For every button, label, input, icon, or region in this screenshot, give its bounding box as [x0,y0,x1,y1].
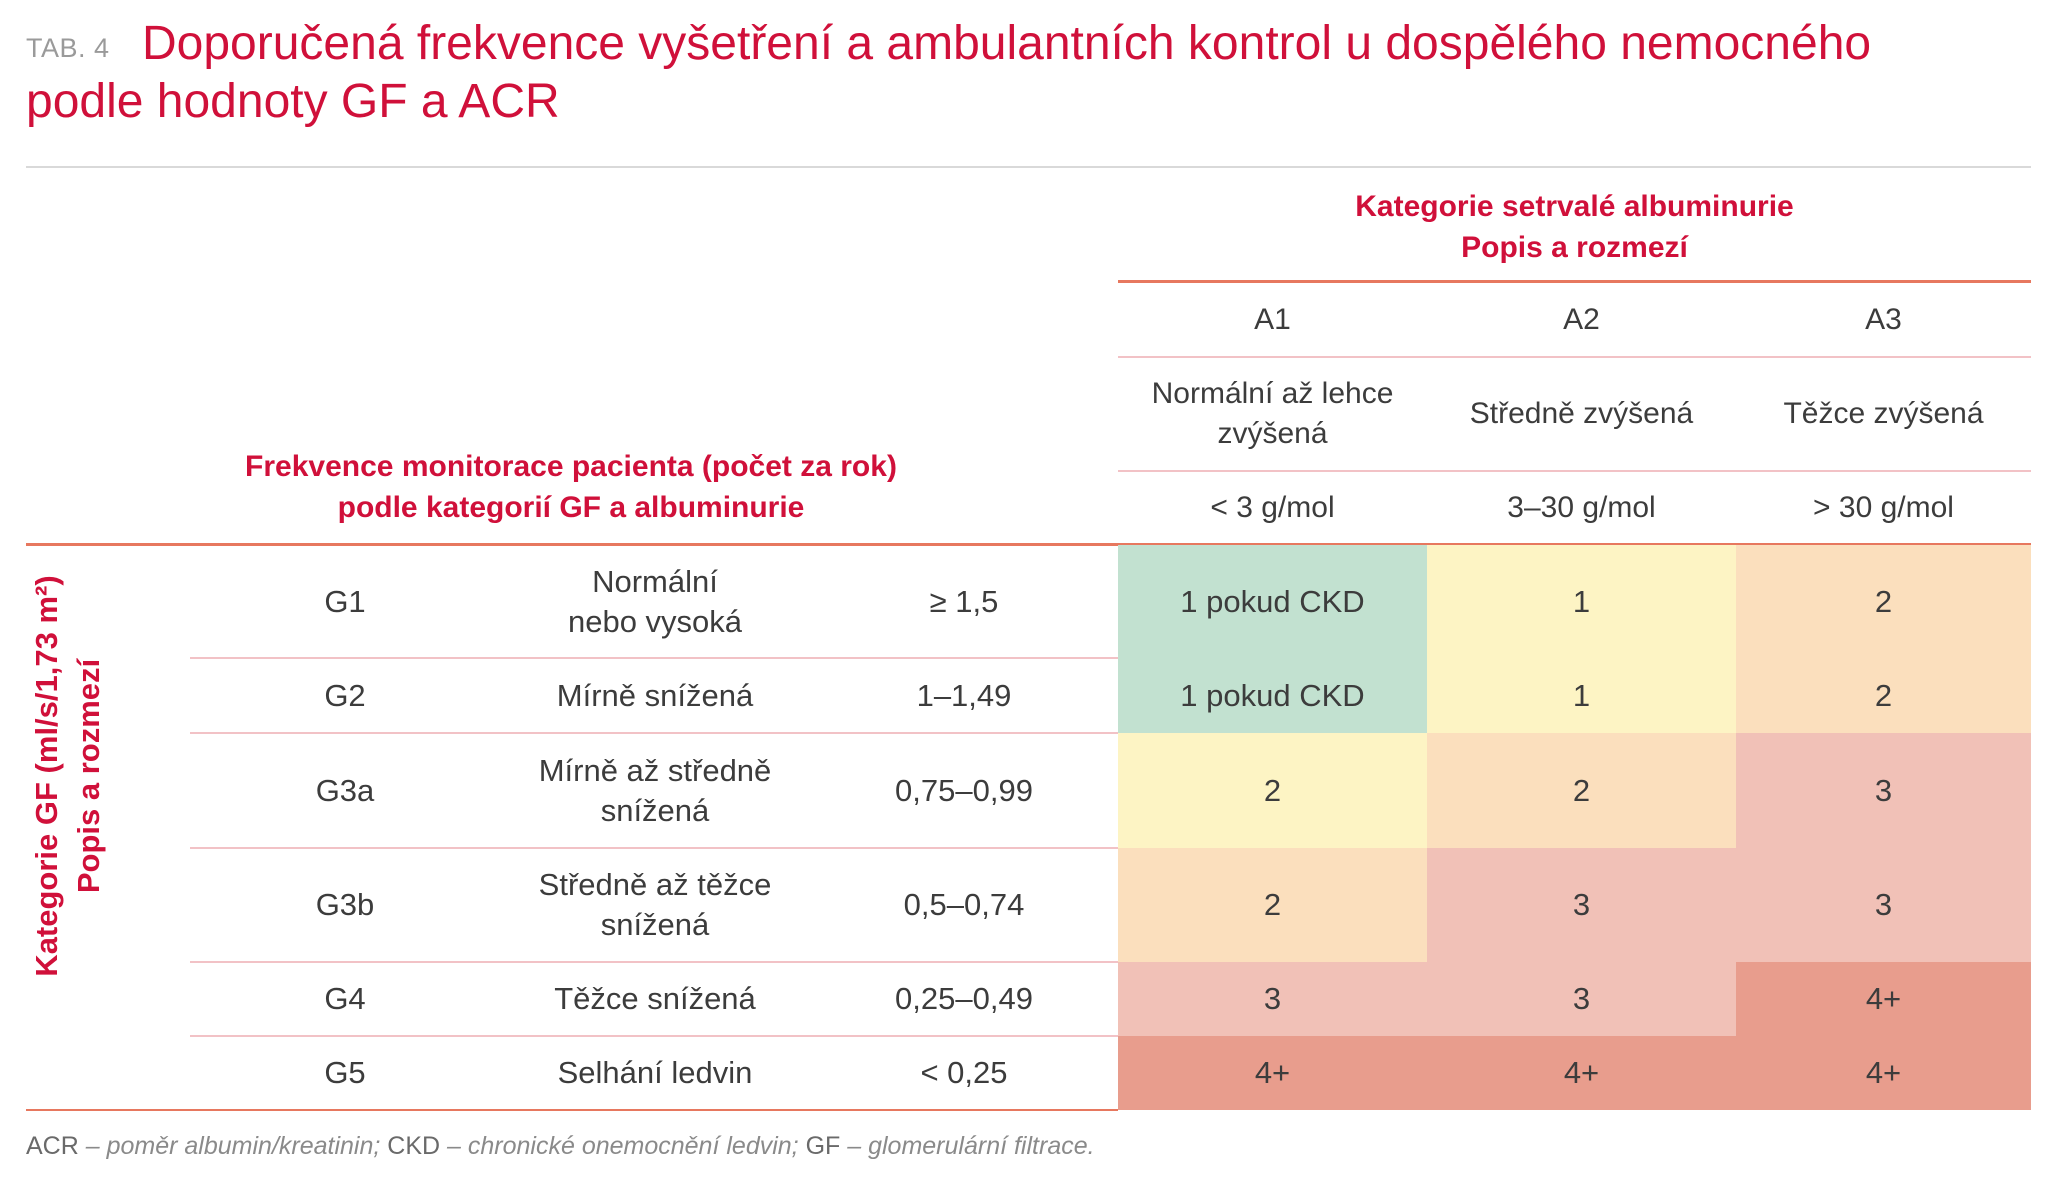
footnote-abbr-acr: ACR [26,1132,79,1160]
table-title-line-1: Doporučená frekvence vyšetření a ambulan… [142,17,1872,70]
frequency-cell-g4-a1: 3 [1118,962,1427,1036]
albuminuria-header-title: Kategorie setrvalé albuminurie [1355,190,1794,223]
albuminuria-header: Kategorie setrvalé albuminurie Popis a r… [1118,186,2031,268]
gf-code-g4: G4 [324,981,366,1016]
column-code-a3: A3 [1865,303,1902,336]
frequency-cell-g1-a1: 1 pokud CKD [1118,545,1427,658]
frequency-cell-g1-a3: 2 [1736,545,2031,658]
column-desc-a1-line2: zvýšená [1217,417,1328,450]
gf-description-line2: snížená [600,907,710,942]
row-divider [190,657,1118,659]
gf-description-text: Normální nebo vysoká [568,562,742,642]
column-desc-a1: Normální až lehce zvýšená [1118,374,1427,454]
gf-code-g3b: G3b [315,887,375,922]
gf-code-g5: G5 [324,1055,366,1090]
frequency-header-title: Frekvence monitorace pacienta (počet za … [245,450,897,483]
frequency-cell-g1-a2: 1 [1427,545,1736,658]
frequency-cell-g5-a1: 4+ [1118,1036,1427,1110]
column-range-a3: > 30 g/mol [1813,491,1954,524]
albuminuria-header-subtitle: Popis a rozmezí [1461,231,1688,264]
gf-description-text: Selhání ledvin [558,1053,753,1093]
albuminuria-header-rule [1118,280,2031,283]
column-desc-a1-line1: Normální až lehce [1151,377,1394,410]
frequency-cell-g4-a3: 4+ [1736,962,2031,1036]
row-divider [190,1035,1118,1037]
header-divider [1118,470,2031,472]
frequency-cell-g3b-a1: 2 [1118,848,1427,962]
frequency-cell-g5-a3: 4+ [1736,1036,2031,1110]
gf-description-line1: Středně až těžce [538,867,772,902]
gf-description-text: Těžce snížená [554,979,756,1019]
gf-range-g3b: 0,5–0,74 [903,887,1025,922]
frequency-header: Frekvence monitorace pacienta (počet za … [26,446,1116,528]
frequency-cell-g3b-a2: 3 [1427,848,1736,962]
gf-description-line1: Těžce snížená [554,981,756,1016]
frequency-cell-g3b-a3: 3 [1736,848,2031,962]
gf-description-g3b: Středně až těžce snížená [500,848,810,962]
frequency-cell-g2-a2: 1 [1427,658,1736,733]
gf-description-line1: Selhání ledvin [557,1055,753,1090]
gf-description-g4: Těžce snížená [500,962,810,1036]
gf-description-line2: snížená [600,792,710,828]
table-number-label: TAB. 4 [26,33,110,63]
table-body-top-rule [26,543,2031,546]
gf-description-g3a: Mírně až středně snížená [500,733,810,848]
frequency-header-subtitle: podle kategorií GF a albuminurie [337,491,805,524]
footnote-desc-acr: – poměr albumin/kreatinin; [78,1132,388,1160]
gf-description-g1: Normální nebo vysoká [500,545,810,658]
frequency-cell-g3a-a1: 2 [1118,733,1427,848]
header-divider [1118,356,2031,358]
frequency-cell-g2-a1: 1 pokud CKD [1118,658,1427,733]
footnote-abbr-ckd: CKD [387,1132,441,1160]
gf-description-line1: Mírně snížená [556,677,754,713]
gf-code-g3a: G3a [315,772,375,808]
abbreviations-footnote: ACR – poměr albumin/kreatinin; CKD – chr… [26,1132,1095,1161]
gf-code-g1: G1 [324,583,366,619]
frequency-cell-g3a-a3: 3 [1736,733,2031,848]
footnote-desc-ckd: – chronické onemocnění ledvin; [440,1132,806,1160]
gf-range-g3a: 0,75–0,99 [895,772,1033,808]
gf-description-line1: Normální [592,563,718,599]
footnote-abbr-gf: GF [805,1132,841,1160]
gf-description-g5: Selhání ledvin [500,1036,810,1110]
column-range-a1: < 3 g/mol [1210,491,1335,524]
column-code-a1: A1 [1254,303,1291,336]
column-range-a2: 3–30 g/mol [1507,491,1656,524]
row-divider [190,961,1118,963]
table-title-line-2: podle hodnoty GF a ACR [26,75,560,128]
gf-description-text: Mírně snížená [557,676,753,716]
gf-range-g5: < 0,25 [920,1055,1008,1090]
frequency-cell-g5-a2: 4+ [1427,1036,1736,1110]
gf-range-g4: 0,25–0,49 [895,981,1033,1016]
column-code-a2: A2 [1563,303,1600,336]
gf-range-g2: 1–1,49 [916,677,1012,713]
table-bottom-rule [26,1109,1118,1111]
gf-range-g1: ≥ 1,5 [929,583,999,619]
column-desc-a3: Těžce zvýšená [1783,397,1984,430]
frequency-cell-g2-a3: 2 [1736,658,2031,733]
gf-axis-title: Kategorie GF (ml/s/1,73 m²) [29,575,64,977]
row-divider [190,732,1118,734]
gf-code-g2: G2 [324,677,366,713]
footnote-desc-gf: – glomerulární filtrace. [840,1132,1095,1160]
gf-description-line2: nebo vysoká [567,603,743,639]
gf-description-text: Středně až těžce snížená [539,865,772,945]
gf-description-line1: Mírně až středně [538,752,772,788]
row-divider [190,847,1118,849]
column-desc-a2: Středně zvýšená [1469,397,1694,430]
gf-axis-subtitle: Popis a rozmezí [71,658,106,894]
frequency-cell-g3a-a2: 2 [1427,733,1736,848]
frequency-cell-g4-a2: 3 [1427,962,1736,1036]
gf-description-g2: Mírně snížená [500,658,810,733]
gf-description-text: Mírně až středně snížená [539,751,772,831]
title-divider [26,166,2031,168]
